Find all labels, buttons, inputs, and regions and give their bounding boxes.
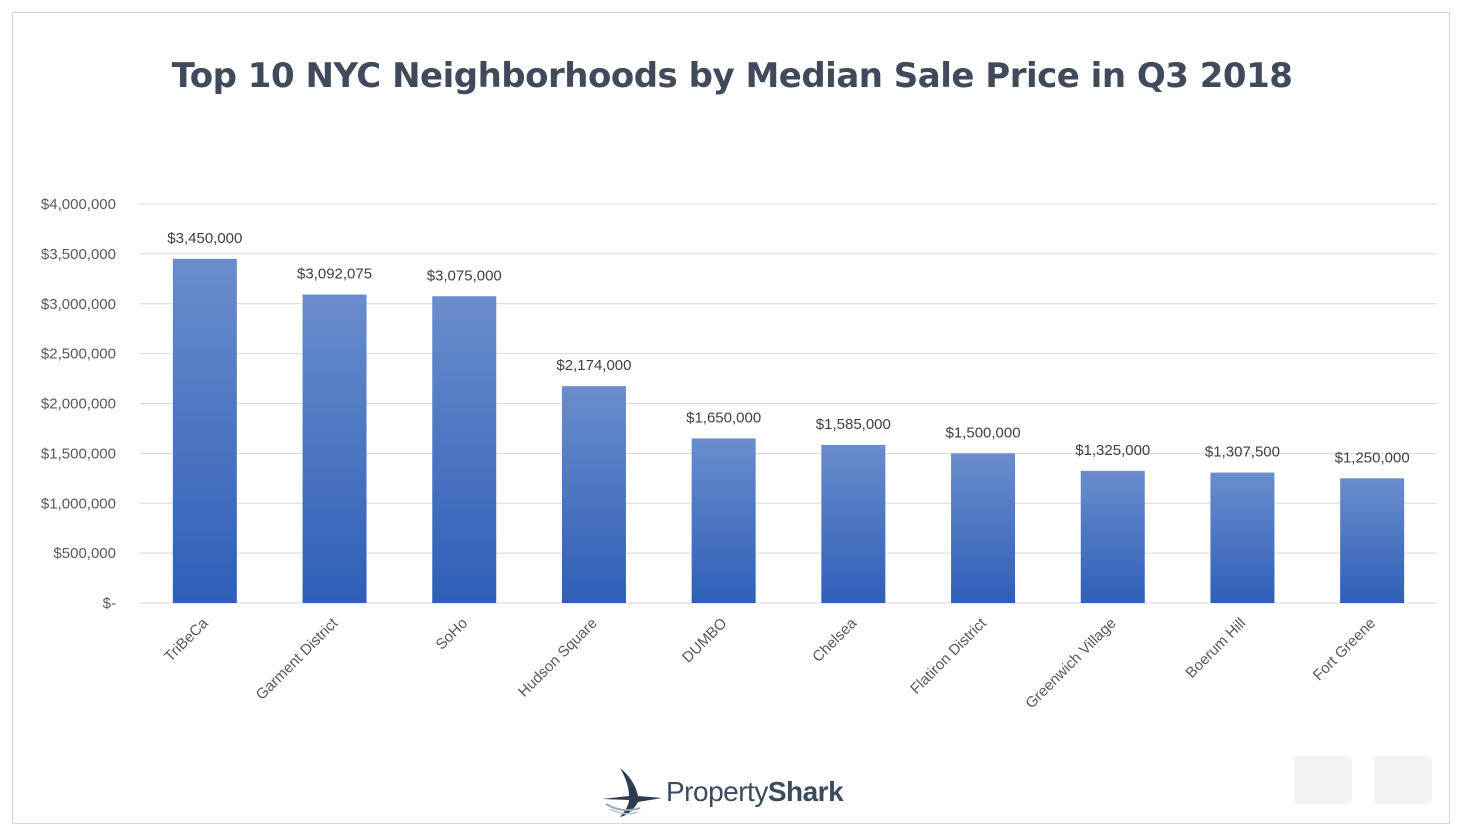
x-tick-label: TriBeCa (161, 614, 212, 665)
data-label: $2,174,000 (556, 357, 631, 374)
x-tick-label: Flatiron District (907, 614, 990, 697)
logo-wordmark: PropertyShark (666, 776, 844, 808)
y-tick-label: $500,000 (53, 545, 116, 562)
chart-title: Top 10 NYC Neighborhoods by Median Sale … (171, 56, 1293, 96)
y-tick-label: $1,000,000 (41, 495, 116, 512)
y-tick-label: $3,500,000 (41, 246, 116, 263)
shark-fin-icon (602, 768, 662, 817)
data-label: $1,250,000 (1335, 449, 1410, 466)
data-label: $1,650,000 (686, 409, 761, 426)
x-tick-label: Boerum Hill (1182, 615, 1249, 682)
propertyshark-logo: PropertyShark (600, 766, 844, 818)
x-tick-label: DUMBO (679, 615, 731, 667)
bar-dumbo (691, 438, 756, 603)
data-label: $3,092,075 (297, 266, 372, 283)
data-label: $1,307,500 (1205, 444, 1280, 461)
bar-greenwich-village (1080, 470, 1145, 603)
faint-corner-button (1294, 756, 1352, 804)
data-label: $3,450,000 (167, 230, 242, 247)
x-tick-label: Chelsea (809, 614, 860, 665)
y-tick-label: $2,000,000 (41, 396, 116, 413)
logo-prefix: Property (666, 776, 768, 807)
x-tick-label: SoHo (433, 615, 472, 654)
data-label: $1,500,000 (946, 424, 1021, 441)
bar-boerum-hill (1210, 472, 1275, 603)
y-tick-label: $1,500,000 (41, 445, 116, 462)
bar-garment-district (302, 294, 367, 603)
logo-suffix: Shark (767, 776, 844, 807)
bar-soho (432, 296, 497, 603)
chart-frame (12, 12, 1450, 824)
bar-hudson-square (561, 386, 626, 603)
y-tick-label: $2,500,000 (41, 346, 116, 363)
x-tick-label: Hudson Square (515, 615, 601, 701)
bar-flatiron-district (951, 453, 1016, 603)
x-tick-label: Garment District (253, 614, 342, 703)
y-tick-label: $4,000,000 (41, 196, 116, 213)
x-tick-label: Fort Greene (1310, 615, 1379, 684)
y-tick-label: $3,000,000 (41, 296, 116, 313)
y-tick-label: $- (103, 595, 116, 612)
data-label: $1,585,000 (816, 416, 891, 433)
data-label: $1,325,000 (1075, 442, 1150, 459)
bar-tribeca (172, 258, 237, 603)
bar-chelsea (821, 444, 886, 603)
bar-fort-greene (1340, 478, 1405, 603)
x-tick-label: Greenwich Village (1022, 615, 1119, 712)
faint-corner-button (1374, 756, 1432, 804)
data-label: $3,075,000 (427, 267, 502, 284)
